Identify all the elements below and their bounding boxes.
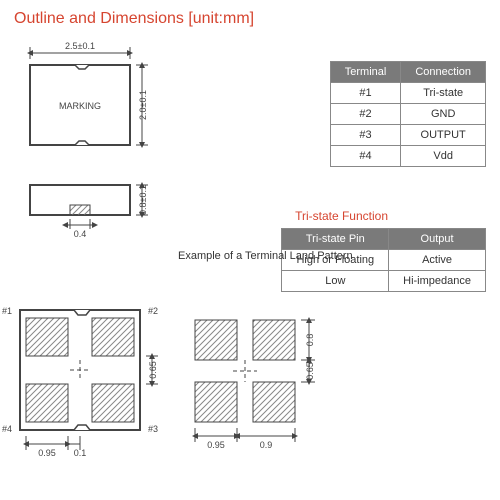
drawing-area: MARKING 2.5±0.1 2.0±0.1 0.8±0.1 0.4 [0, 40, 340, 500]
terminal-table: Terminal Connection #1Tri-state #2GND #3… [330, 61, 486, 167]
table-row: #1Tri-state [330, 83, 485, 104]
svg-text:#4: #4 [2, 424, 12, 434]
svg-text:0.65: 0.65 [305, 362, 315, 380]
svg-text:#3: #3 [148, 424, 158, 434]
svg-text:0.95: 0.95 [207, 440, 225, 450]
svg-text:0.8±0.1: 0.8±0.1 [138, 185, 148, 215]
svg-text:2.0±0.1: 2.0±0.1 [138, 90, 148, 120]
table-row: #2GND [330, 104, 485, 125]
th-output: Output [389, 229, 486, 250]
table-row: #3OUTPUT [330, 125, 485, 146]
th-connection: Connection [401, 62, 486, 83]
svg-text:0.8: 0.8 [305, 334, 315, 347]
section-title: Outline and Dimensions [unit:mm] [14, 10, 254, 28]
th-terminal: Terminal [330, 62, 401, 83]
outline-svg: MARKING 2.5±0.1 2.0±0.1 0.8±0.1 0.4 [0, 40, 340, 500]
svg-text:0.1: 0.1 [74, 448, 87, 458]
svg-text:0.9: 0.9 [260, 440, 273, 450]
svg-text:0.4: 0.4 [74, 229, 87, 239]
svg-text:0.65: 0.65 [148, 361, 158, 379]
svg-text:MARKING: MARKING [59, 101, 101, 111]
svg-text:#1: #1 [2, 306, 12, 316]
svg-text:2.5±0.1: 2.5±0.1 [65, 41, 95, 51]
svg-text:0.95: 0.95 [38, 448, 56, 458]
table-row: #4Vdd [330, 146, 485, 167]
svg-text:#2: #2 [148, 306, 158, 316]
